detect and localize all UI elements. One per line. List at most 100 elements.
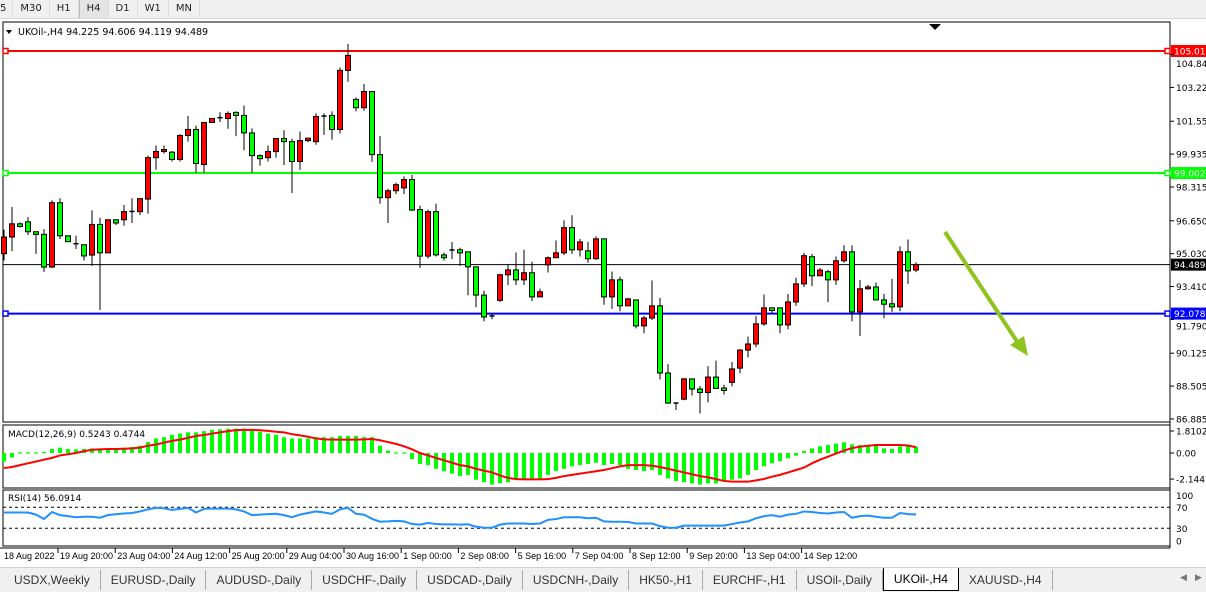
timeframe-d1[interactable]: D1 [109, 0, 138, 18]
macd-histogram-bar [322, 437, 326, 453]
macd-histogram-bar [442, 453, 446, 472]
timeframe-w1[interactable]: W1 [138, 0, 169, 18]
tab-usdcad-daily[interactable]: USDCAD-,Daily [417, 570, 523, 590]
candle-body [833, 260, 839, 281]
resistance-line-handle[interactable] [1164, 47, 1171, 55]
timeframe-h4[interactable]: H4 [78, 0, 109, 18]
chart-tabs-bar: USDX,Weekly EURUSD-,Daily AUDUSD-,Daily USD… [0, 567, 1206, 592]
tab-usdcnh-daily[interactable]: USDCNH-,Daily [523, 570, 630, 590]
macd-histogram-bar [738, 453, 742, 479]
candle-body [657, 305, 663, 374]
timeframe-m30[interactable]: M30 [13, 0, 50, 18]
chart-header-dropdown-icon[interactable] [6, 30, 12, 34]
candle [865, 284, 871, 290]
timeframe-h1[interactable]: H1 [50, 0, 79, 18]
candle-body [825, 271, 831, 281]
candle [257, 154, 263, 166]
macd-histogram-bar [722, 453, 726, 481]
macd-histogram-bar [818, 446, 822, 453]
middle-line-handle[interactable] [1164, 169, 1171, 177]
candle [649, 280, 655, 320]
chart-shift-marker-icon[interactable] [929, 24, 941, 30]
macd-histogram-bar [674, 453, 678, 481]
candle-body [729, 368, 735, 383]
rsi-label: RSI(14) 56.0914 [8, 494, 81, 504]
macd-histogram-bar [826, 444, 830, 453]
macd-histogram-bar [858, 444, 862, 453]
candle [185, 116, 191, 142]
candle [113, 219, 119, 226]
candle-body [425, 211, 431, 257]
tab-audusd-daily[interactable]: AUDUSD-,Daily [206, 570, 313, 590]
macd-histogram-bar [314, 437, 318, 453]
candle [633, 299, 639, 329]
tab-scroll-left-icon[interactable]: ◀ [1180, 572, 1187, 582]
macd-histogram-bar [362, 437, 366, 453]
macd-histogram-bar [146, 442, 150, 453]
timeframe-5[interactable]: 5 [0, 0, 14, 18]
tab-xauusd-h4[interactable]: XAUUSD-,H4 [959, 570, 1053, 590]
candle [137, 198, 143, 216]
tab-eurchf-h1[interactable]: EURCHF-,H1 [703, 570, 797, 590]
macd-histogram-bar [338, 435, 342, 453]
candle [289, 138, 295, 193]
candle [465, 251, 471, 296]
candle [441, 252, 447, 261]
timeframe-mn[interactable]: MN [169, 0, 200, 18]
chart-window[interactable]: UKOil-,H4 94.225 94.606 94.119 94.489 10… [0, 19, 1206, 567]
main-chart-panel[interactable] [2, 21, 1171, 548]
candle-body [521, 272, 527, 281]
macd-histogram-bar [250, 429, 254, 453]
macd-histogram-bar [634, 453, 638, 471]
price-axis-label: 93.410 [1176, 283, 1206, 293]
time-axis-label: 8 Sep 12:00 [632, 551, 681, 561]
candle [625, 297, 631, 307]
macd-histogram-bar [258, 431, 262, 453]
support-line-handle[interactable] [2, 310, 9, 317]
candle-body [513, 269, 519, 281]
candle [489, 313, 495, 320]
candle [809, 253, 815, 287]
tab-hk50-h1[interactable]: HK50-,H1 [629, 570, 703, 590]
time-axis-label: 9 Sep 20:00 [689, 551, 738, 561]
candle-body [569, 227, 575, 251]
support-line-handle[interactable] [1164, 310, 1171, 317]
candle-body [289, 141, 295, 163]
candle-body [737, 349, 743, 369]
candle [481, 290, 487, 322]
candle-body [609, 279, 615, 298]
candle-body [209, 117, 215, 124]
candle [81, 244, 87, 261]
tab-usdchf-daily[interactable]: USDCHF-,Daily [312, 570, 418, 590]
tab-usdx-weekly[interactable]: USDX,Weekly [0, 570, 101, 590]
candle-body [353, 98, 359, 109]
macd-histogram-bar [498, 453, 502, 484]
candle-body [561, 227, 567, 254]
candle [697, 385, 703, 414]
candle [641, 315, 647, 334]
candle [889, 278, 895, 312]
candle [225, 111, 231, 129]
macd-histogram-bar [290, 438, 294, 453]
tab-usoil-daily[interactable]: USOil-,Daily [797, 570, 883, 590]
macd-axis-label: 1.8102 [1176, 428, 1206, 438]
candle-body [713, 376, 719, 389]
candle-body [273, 138, 279, 153]
candle [233, 111, 239, 137]
macd-axis-label: 0.00 [1176, 450, 1196, 460]
candle-body [785, 301, 791, 326]
candle-body [873, 286, 879, 301]
candle [841, 245, 847, 263]
macd-histogram-bar [482, 453, 486, 483]
candle [521, 249, 527, 286]
tab-scroll-right-icon[interactable]: ▶ [1195, 572, 1202, 582]
macd-histogram-bar [842, 442, 846, 453]
candle-body [761, 307, 767, 325]
candle-body [121, 211, 127, 221]
resistance-line-handle[interactable] [2, 47, 9, 55]
middle-line-handle[interactable] [2, 169, 9, 177]
candle [737, 349, 743, 374]
macd-histogram-bar [666, 453, 670, 479]
tab-ukoil-h4[interactable]: UKOil-,H4 [882, 568, 959, 591]
tab-eurusd-daily[interactable]: EURUSD-,Daily [101, 570, 207, 590]
